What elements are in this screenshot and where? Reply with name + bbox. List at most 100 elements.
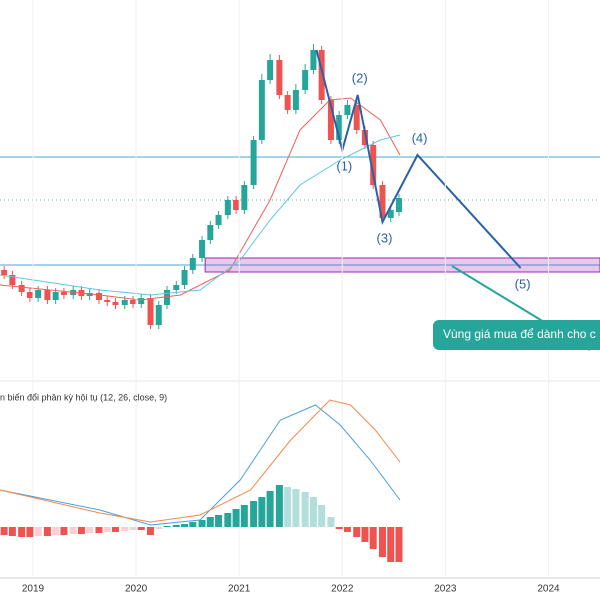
macd-panel: 2019 2020 2021 2022 2023 2024: [0, 0, 560, 595]
candle-body: [207, 225, 214, 240]
candle-body: [224, 200, 231, 215]
candle-body: [241, 185, 248, 210]
wave-label: (5): [515, 276, 531, 291]
buy-zone: [204, 257, 600, 273]
histogram-bar: [250, 501, 258, 527]
histogram-bar: [292, 489, 300, 527]
histogram-bar: [34, 527, 42, 536]
histogram-bar: [361, 527, 369, 542]
x-tick-label: 2022: [331, 584, 354, 595]
histogram-bar: [327, 517, 335, 527]
candle-body: [284, 95, 291, 110]
histogram-bar: [0, 527, 8, 535]
histogram-bar: [147, 527, 155, 535]
histogram-bar: [284, 487, 292, 527]
histogram-bar: [318, 505, 326, 527]
wave-label: (2): [352, 70, 368, 85]
candle-body: [155, 305, 162, 325]
candle-body: [44, 290, 51, 300]
callout-text: Vùng giá mua để dành cho c: [443, 327, 596, 341]
candle-body: [112, 302, 119, 305]
histogram-bar: [103, 527, 111, 532]
histogram-bar: [301, 492, 309, 527]
histogram-bar: [343, 527, 351, 532]
histogram-bar: [198, 520, 206, 527]
candle-body: [60, 292, 67, 295]
candle-body: [250, 140, 257, 185]
histogram-bar: [224, 513, 232, 527]
macd-title: n biến đổi phân kỳ hội tụ (12, 26, close…: [0, 392, 167, 402]
price-panel: (1) (2) (3) (4) (5): [0, 44, 600, 329]
candle-body: [95, 293, 102, 300]
histogram-bar: [189, 522, 197, 527]
histogram-bar: [69, 527, 77, 534]
histogram-bar: [275, 485, 283, 527]
candle-body: [318, 50, 325, 100]
candle-body: [26, 292, 33, 298]
moving-average: [0, 134, 401, 296]
histogram-bar: [137, 527, 145, 530]
candle-body: [379, 185, 386, 218]
candle-body: [370, 145, 377, 185]
histogram-bar: [95, 527, 103, 533]
candle-body: [173, 285, 180, 290]
macd-line: [0, 399, 401, 523]
wave-label: (4): [412, 130, 428, 145]
histogram-bar: [232, 509, 240, 527]
candle-body: [129, 300, 136, 304]
candle-body: [147, 298, 154, 325]
histogram-bar: [60, 527, 68, 535]
histogram-bar: [86, 527, 94, 533]
candle-body: [276, 60, 283, 95]
histogram-bar: [240, 505, 248, 527]
histogram-bar: [309, 497, 317, 527]
candle-body: [395, 198, 402, 212]
candle-body: [327, 100, 334, 140]
histogram-bar: [181, 524, 189, 527]
candle-body: [361, 130, 368, 145]
histogram-bar: [121, 527, 129, 531]
candle-body: [233, 200, 240, 210]
wave-line: [315, 49, 522, 269]
x-tick-label: 2024: [537, 584, 560, 595]
histogram-bar: [43, 527, 51, 536]
histogram-bar: [258, 497, 266, 527]
histogram-bar: [18, 527, 26, 537]
histogram-bar: [111, 527, 119, 532]
histogram-bar: [206, 517, 214, 527]
annotations: Vùng giá mua để dành cho c: [433, 265, 600, 351]
histogram-bar: [172, 525, 180, 527]
candle-body: [189, 258, 196, 270]
histogram-bar: [353, 527, 361, 537]
x-tick-label: 2021: [228, 584, 251, 595]
wave-label: (3): [377, 230, 393, 245]
candle-body: [104, 300, 111, 302]
candle-body: [353, 105, 360, 130]
histogram-bar: [163, 526, 171, 527]
candle-body: [1, 270, 8, 275]
candle-body: [292, 90, 299, 110]
candle-body: [86, 293, 93, 296]
candle-body: [199, 240, 206, 258]
candle-body: [52, 292, 59, 300]
histogram-bar: [26, 527, 34, 537]
histogram-bar: [335, 527, 343, 529]
candle-body: [302, 70, 309, 90]
x-tick-label: 2019: [22, 584, 45, 595]
candle-body: [9, 275, 16, 285]
candle-body: [387, 210, 394, 218]
histogram-bar: [378, 527, 386, 557]
histogram-bar: [8, 527, 16, 536]
histogram-bar: [395, 527, 403, 562]
candle-body: [215, 215, 222, 225]
candle-body: [35, 290, 42, 298]
histogram-bar: [129, 527, 137, 530]
histogram-bar: [387, 527, 395, 562]
candle-body: [181, 270, 188, 285]
candle-body: [344, 105, 351, 115]
candle-body: [258, 80, 265, 140]
histogram-bar: [215, 515, 223, 527]
histogram-bar: [77, 527, 85, 534]
